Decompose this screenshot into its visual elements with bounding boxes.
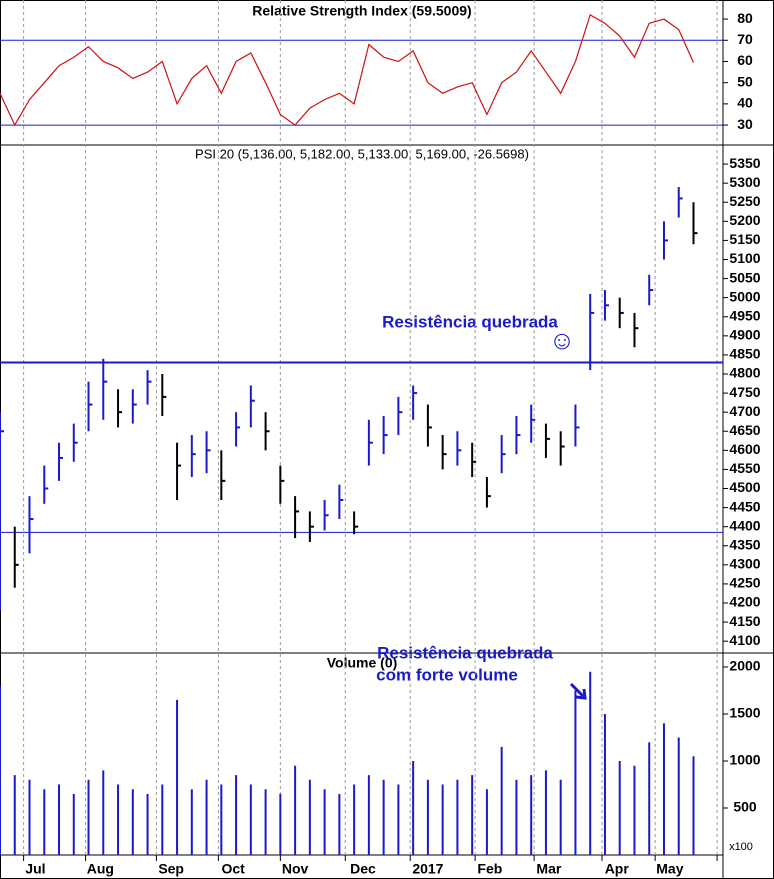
y-tick-label: 60: [737, 52, 753, 68]
rsi-title: Relative Strength Index (59.5009): [252, 3, 471, 19]
y-tick-label: 4550: [729, 460, 760, 476]
y-tick-label: 5350: [729, 155, 760, 171]
volume-unit: x100: [729, 841, 753, 853]
y-tick-label: 4850: [729, 346, 760, 362]
y-tick-label: 4100: [729, 632, 760, 648]
y-tick-label: 4200: [729, 594, 760, 610]
annotation: Resistência quebrada: [377, 643, 553, 662]
price-title: PSI 20 (5,136.00, 5,182.00, 5,133.00, 5,…: [195, 146, 529, 161]
x-tick-label: Aug: [87, 861, 114, 877]
rsi-line: [0, 13, 695, 127]
x-tick-label: Feb: [477, 861, 502, 877]
y-tick-label: 5300: [729, 174, 760, 190]
y-tick-label: 4500: [729, 479, 760, 495]
x-tick-label: Oct: [221, 861, 245, 877]
y-tick-label: 1500: [729, 705, 760, 721]
annotation: com forte volume: [376, 665, 518, 684]
arrow: [569, 682, 587, 700]
x-tick-label: 2017: [412, 861, 443, 877]
y-tick-label: 40: [737, 95, 753, 111]
y-tick-label: 4650: [729, 422, 760, 438]
y-tick-label: 4900: [729, 327, 760, 343]
y-tick-label: 5000: [729, 288, 760, 304]
x-tick-label: Sep: [158, 861, 184, 877]
y-tick-label: 30: [737, 116, 753, 132]
x-tick-label: Apr: [605, 861, 630, 877]
y-tick-label: 4800: [729, 365, 760, 381]
x-tick-label: Nov: [282, 861, 309, 877]
y-tick-label: 4250: [729, 575, 760, 591]
y-tick-label: 80: [737, 10, 753, 26]
y-tick-label: 5050: [729, 269, 760, 285]
y-tick-label: 70: [737, 31, 753, 47]
y-tick-label: 4950: [729, 307, 760, 323]
annotation: Resistência quebrada: [382, 312, 558, 331]
y-tick-label: 4300: [729, 556, 760, 572]
y-tick-label: 4700: [729, 403, 760, 419]
y-tick-label: 4450: [729, 498, 760, 514]
smiley-icon: ☺: [549, 325, 576, 355]
y-tick-label: 4750: [729, 384, 760, 400]
y-tick-label: 5200: [729, 212, 760, 228]
x-tick-label: Mar: [536, 861, 561, 877]
y-tick-label: 1000: [729, 752, 760, 768]
y-tick-label: 4400: [729, 517, 760, 533]
y-tick-label: 4600: [729, 441, 760, 457]
x-tick-label: Jul: [25, 861, 45, 877]
volume-title: Volume (0): [327, 655, 398, 671]
y-tick-label: 500: [733, 799, 757, 815]
x-tick-label: May: [656, 861, 683, 877]
y-tick-label: 50: [737, 73, 753, 89]
y-tick-label: 5100: [729, 250, 760, 266]
y-tick-label: 5250: [729, 193, 760, 209]
y-tick-label: 5150: [729, 231, 760, 247]
x-tick-label: Dec: [350, 861, 376, 877]
y-tick-label: 2000: [729, 658, 760, 674]
y-tick-label: 4350: [729, 536, 760, 552]
y-tick-label: 4150: [729, 613, 760, 629]
